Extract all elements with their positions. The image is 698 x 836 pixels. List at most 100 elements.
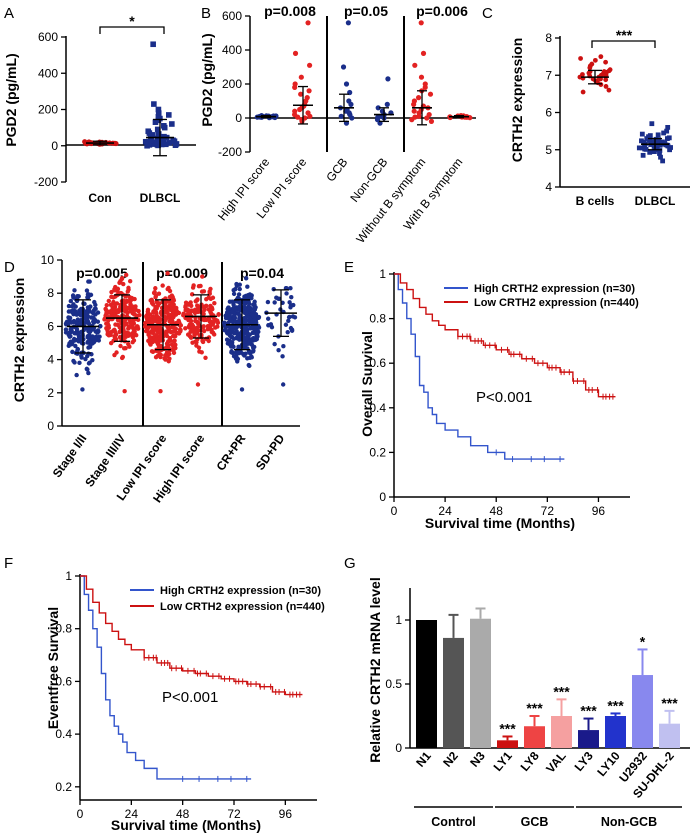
panel-c-point xyxy=(601,69,607,74)
panel-d-point xyxy=(157,327,162,333)
panel-d-point xyxy=(247,355,253,361)
panel-d-point xyxy=(126,333,131,338)
panel-d-point xyxy=(152,318,157,323)
panel-b-point xyxy=(304,95,310,101)
panel-d-point xyxy=(193,307,199,313)
panel-d-point xyxy=(164,298,169,303)
panel-g-sig-label: *** xyxy=(580,703,597,719)
panel-label-e: E xyxy=(344,259,354,276)
panel-d-point xyxy=(158,352,164,358)
panel-d-point xyxy=(131,329,137,335)
panel-d-point xyxy=(212,300,217,306)
panel-c-point xyxy=(607,67,613,73)
panel-a-point xyxy=(152,139,158,145)
panel-a-point xyxy=(155,110,162,116)
panel-d-ylabel: CRTH2 expression xyxy=(11,278,27,402)
panel-c-point xyxy=(580,89,586,95)
panel-d-point xyxy=(148,298,153,303)
panel-d-point xyxy=(121,346,127,351)
panel-g-bar xyxy=(524,726,545,748)
panel-d-point xyxy=(237,317,242,322)
panel-d-point xyxy=(287,300,292,305)
panel-c-point xyxy=(589,61,595,67)
panel-d-point xyxy=(128,320,134,326)
panel-e-ylabel: Overall Survival xyxy=(359,331,375,437)
panel-b-point xyxy=(292,50,299,57)
panel-b-point xyxy=(384,101,390,107)
panel-b-point xyxy=(385,76,391,82)
panel-d-point xyxy=(206,338,211,344)
panel-d-point xyxy=(127,344,132,349)
panel-label-f: F xyxy=(4,555,13,572)
panel-c-point xyxy=(603,59,608,65)
panel-d-point xyxy=(216,312,221,317)
panel-a: PGD2 (pg/mL) -200 0 200 400 600 Con DLBCL * xyxy=(3,13,196,205)
panel-d-point xyxy=(234,353,239,359)
panel-d-point xyxy=(104,326,110,332)
panel-d-point xyxy=(210,295,216,300)
panel-a-ytick-label: 0 xyxy=(51,139,58,153)
panel-d-point xyxy=(187,333,193,339)
panel-d-point xyxy=(196,345,202,350)
panel-d-point xyxy=(250,330,256,336)
panel-e-pvalue: P<0.001 xyxy=(476,389,532,406)
panel-f-xlabel: Survival time (Months) xyxy=(111,817,261,833)
panel-f-xtick-label: 96 xyxy=(279,807,293,821)
panel-d-point xyxy=(169,293,175,298)
panel-d-point xyxy=(93,306,98,312)
panel-d-point xyxy=(149,349,155,354)
panel-g-xtick-label: N3 xyxy=(467,749,488,770)
panel-d-point xyxy=(104,321,109,326)
panel-d-point xyxy=(167,325,172,330)
panel-d-point xyxy=(225,331,231,336)
panel-d-point xyxy=(283,322,289,327)
panel-c-ytick-label: 6 xyxy=(545,106,552,120)
panel-d-point xyxy=(200,338,205,344)
panel-c-point xyxy=(668,145,673,150)
panel-b-point xyxy=(298,91,304,97)
panel-d-point xyxy=(167,335,173,341)
panel-d-point xyxy=(223,315,229,321)
panel-c-ytick-label: 4 xyxy=(545,180,552,194)
panel-d-point xyxy=(163,309,168,315)
panel-d-pvalue-2: p=0.009 xyxy=(156,265,208,281)
panel-d-point xyxy=(106,318,111,323)
panel-a-xtick-con: Con xyxy=(88,191,111,205)
panel-c-point xyxy=(656,137,661,143)
panel-a-point xyxy=(154,126,161,133)
panel-g-ylabel: Relative CRTH2 mRNA level xyxy=(367,577,383,762)
panel-d-point xyxy=(266,323,271,328)
panel-g-bar xyxy=(470,618,491,748)
panel-d-point xyxy=(126,285,131,291)
panel-d-point xyxy=(169,300,174,305)
panel-d-point xyxy=(237,282,242,287)
panel-b-point xyxy=(411,98,417,104)
panel-d-point xyxy=(225,306,231,311)
panel-d-point xyxy=(170,296,175,302)
panel-g-group-label: GCB xyxy=(521,815,549,829)
panel-b-point xyxy=(345,20,351,26)
panel-g-bar xyxy=(605,716,626,748)
panel-d-point xyxy=(173,330,179,335)
panel-b: PGD2 (pg/mL) p=0.008 p=0.05 p=0.006 -200… xyxy=(199,3,476,246)
panel-d-point xyxy=(117,280,122,285)
panel-d-point xyxy=(204,297,209,302)
panel-d-point xyxy=(224,337,230,342)
panel-d-point xyxy=(70,349,75,355)
panel-d-point xyxy=(171,345,177,350)
panel-d-ytick-label: 2 xyxy=(47,386,54,400)
panel-e-ytick-label: 0.2 xyxy=(369,445,386,459)
panel-e-xtick-label: 96 xyxy=(592,504,606,518)
panel-c-point xyxy=(655,132,661,138)
panel-c-point xyxy=(578,56,583,61)
panel-d-point xyxy=(93,318,98,323)
panel-c-point xyxy=(639,138,644,144)
panel-d-point xyxy=(167,312,173,318)
panel-d-point xyxy=(251,314,257,319)
panel-d-point xyxy=(97,324,103,329)
panel-d-point xyxy=(145,307,151,312)
panel-d-point xyxy=(114,301,120,306)
panel-d-point xyxy=(171,306,177,311)
panel-f-curve-high xyxy=(80,575,252,780)
panel-d-xtick-label: Stage I/II xyxy=(50,432,90,480)
